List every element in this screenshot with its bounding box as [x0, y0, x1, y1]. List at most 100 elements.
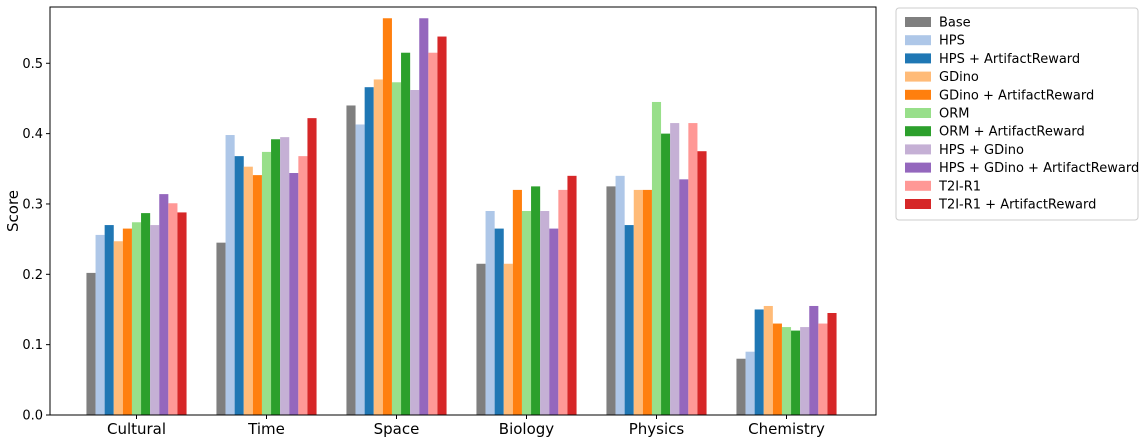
bars-group — [86, 18, 837, 416]
y-tick-label: 0.4 — [22, 127, 43, 142]
bar — [615, 175, 625, 415]
bar — [679, 179, 689, 415]
bar — [391, 82, 402, 416]
legend-label: HPS + ArtifactReward — [939, 52, 1080, 67]
bar — [827, 313, 837, 415]
bar — [298, 156, 308, 415]
legend-label: HPS + GDino — [939, 143, 1024, 158]
legend-label: GDino — [939, 70, 979, 85]
bar — [476, 263, 486, 415]
bar — [355, 124, 365, 415]
legend-label: HPS — [939, 34, 965, 49]
x-tick-label: Physics — [629, 420, 685, 438]
bar — [781, 327, 792, 415]
bar — [791, 330, 801, 415]
legend-swatch — [905, 71, 931, 82]
legend-label: T2I-R1 + ArtifactReward — [938, 198, 1096, 213]
bar — [113, 241, 123, 415]
bar — [624, 225, 634, 415]
legend-swatch — [905, 180, 931, 191]
bar — [688, 123, 698, 415]
bar — [800, 327, 810, 415]
bar — [225, 135, 235, 415]
bar — [549, 228, 559, 415]
legend: Base HPS HPS + ArtifactReward GDino GDino + … — [895, 7, 1139, 221]
bar — [512, 189, 522, 415]
bar — [150, 225, 160, 415]
bar — [382, 18, 392, 415]
bar — [485, 211, 495, 415]
bar — [437, 36, 447, 415]
bar — [243, 166, 253, 415]
bar — [373, 79, 383, 416]
bar — [503, 263, 513, 415]
bar — [261, 151, 272, 415]
legend-swatch — [905, 89, 931, 100]
bar — [346, 105, 356, 415]
bar — [670, 123, 680, 415]
bar — [401, 52, 411, 415]
bar — [642, 189, 652, 415]
bar — [280, 137, 290, 415]
bar — [428, 52, 438, 415]
bar — [289, 173, 299, 415]
bar — [531, 186, 541, 415]
bar — [809, 305, 819, 415]
bar — [419, 18, 429, 415]
legend-swatch — [905, 199, 931, 209]
bar — [364, 87, 374, 415]
bar — [234, 156, 244, 415]
bar — [177, 212, 187, 415]
bar — [494, 228, 504, 415]
bar — [122, 228, 132, 415]
bar — [661, 133, 671, 415]
bar — [606, 186, 616, 415]
x-tick-label: Time — [247, 420, 285, 438]
bar — [252, 175, 262, 415]
bar — [104, 225, 114, 415]
legend-frame — [895, 7, 1139, 221]
legend-label: HPS + GDino + ArtifactReward — [939, 161, 1139, 176]
bar — [141, 213, 151, 415]
bar — [271, 139, 281, 415]
legend-swatch — [905, 144, 931, 155]
x-tick-label: Space — [374, 420, 420, 438]
bar — [168, 203, 178, 415]
bar — [763, 305, 773, 415]
bar — [567, 175, 577, 415]
bar — [131, 222, 142, 415]
legend-label: ORM — [939, 107, 969, 122]
legend-label: Base — [939, 16, 971, 31]
y-tick-label: 0.1 — [22, 338, 43, 353]
bar — [410, 90, 420, 415]
bar — [216, 242, 226, 415]
bar — [521, 211, 532, 415]
bar — [95, 234, 105, 415]
bar — [651, 101, 662, 415]
bar — [633, 189, 643, 415]
plot-frame — [49, 6, 877, 416]
bar — [697, 151, 707, 415]
bar — [540, 211, 550, 415]
bar — [772, 323, 782, 415]
legend-swatch — [905, 35, 931, 46]
x-axis: Cultural Time Space Biology Physics Chemistry — [107, 415, 825, 438]
y-tick-label: 0.3 — [22, 197, 43, 212]
bar — [754, 309, 764, 415]
legend-label: T2I-R1 — [938, 179, 981, 194]
y-tick-label: 0.5 — [22, 57, 43, 72]
x-tick-label: Biology — [499, 420, 555, 438]
y-tick-label: 0.2 — [22, 268, 43, 283]
y-axis: 0.0 0.1 0.2 0.3 0.4 0.5 — [22, 57, 50, 424]
legend-label: GDino + ArtifactReward — [939, 88, 1094, 103]
legend-swatch — [905, 53, 931, 64]
y-axis-title: Score — [4, 190, 22, 232]
bar — [745, 351, 755, 415]
legend-swatch — [905, 108, 931, 118]
x-tick-label: Chemistry — [748, 420, 825, 438]
legend-swatch — [905, 17, 931, 27]
legend-swatch — [905, 126, 931, 137]
bar — [307, 118, 317, 415]
bar — [558, 189, 568, 415]
